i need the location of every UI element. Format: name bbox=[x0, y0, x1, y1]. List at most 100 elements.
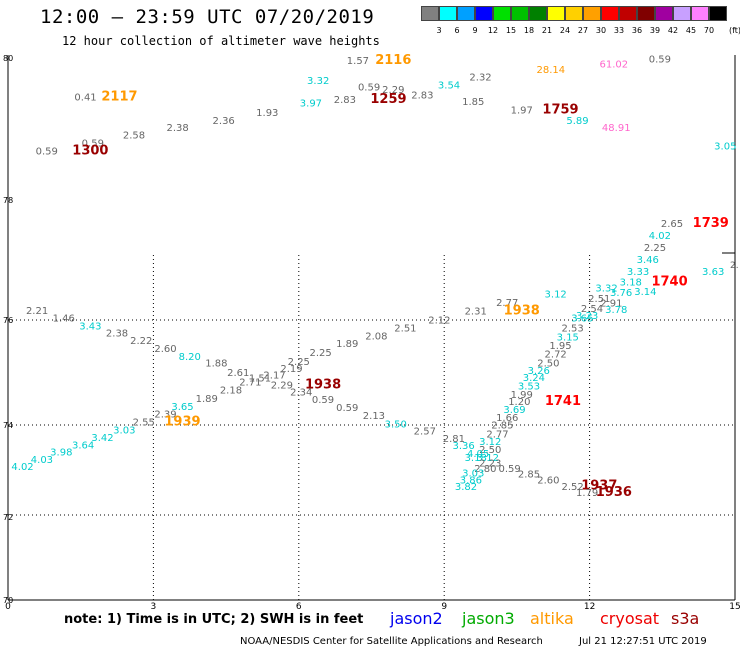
color-scale-label: 18 bbox=[523, 26, 535, 35]
wave-height-label: 3.32 bbox=[307, 76, 329, 87]
wave-height-label: 2.85 bbox=[491, 421, 513, 432]
wave-height-label: 3.15 bbox=[557, 332, 579, 343]
wave-height-label: 1938 bbox=[504, 304, 540, 319]
wave-height-label: 1759 bbox=[542, 103, 578, 118]
wave-height-label: 2.58 bbox=[123, 130, 145, 141]
legend-s3a: s3a bbox=[671, 609, 700, 628]
color-swatch bbox=[583, 6, 601, 21]
note-text: note: 1) Time is in UTC; 2) SWH is in fe… bbox=[64, 612, 364, 627]
color-swatch bbox=[601, 6, 619, 21]
wave-height-label: 1.51 bbox=[249, 374, 271, 385]
color-swatch bbox=[637, 6, 655, 21]
wave-height-label: 3.50 bbox=[385, 420, 407, 431]
wave-height-label: 1.20 bbox=[508, 397, 530, 408]
color-scale-label: 70 bbox=[703, 26, 715, 35]
wave-height-label: 2.65 bbox=[661, 219, 683, 230]
wave-height-label: 4.03 bbox=[31, 455, 53, 466]
wave-height-label: 3.18 bbox=[465, 453, 487, 464]
color-scale-unit: (ft) bbox=[728, 26, 740, 35]
wave-height-label: 3.42 bbox=[91, 433, 113, 444]
wave-height-label: 1741 bbox=[545, 394, 581, 409]
color-scale-label: 3 bbox=[436, 26, 442, 35]
wave-height-label: 2.19 bbox=[280, 364, 302, 375]
wave-height-label: 28.14 bbox=[537, 65, 566, 76]
color-swatch bbox=[475, 6, 493, 21]
color-scale-label: 15 bbox=[505, 26, 517, 35]
wave-height-label: 1740 bbox=[651, 275, 687, 290]
color-swatch bbox=[709, 6, 727, 21]
wave-height-label: 2.61 bbox=[227, 368, 249, 379]
wave-height-label: 1739 bbox=[693, 216, 729, 231]
wave-height-label: 1.89 bbox=[336, 339, 358, 350]
wave-height-label: 2.29 bbox=[382, 85, 404, 96]
wave-height-label: 2.29 bbox=[271, 380, 293, 391]
wave-height-label: 1259 bbox=[370, 92, 406, 107]
wave-height-label: 2.81 bbox=[443, 434, 465, 445]
color-swatch bbox=[493, 6, 511, 21]
edge-label: 2. bbox=[730, 261, 739, 271]
wave-height-label: 2.60 bbox=[537, 476, 559, 487]
wave-height-label: 0.59 bbox=[498, 464, 520, 475]
y-tick-label: 78 bbox=[3, 196, 13, 205]
wave-height-label: 3.33 bbox=[627, 267, 649, 278]
wave-height-label: 2.77 bbox=[496, 298, 518, 309]
wave-height-label: 3.86 bbox=[460, 476, 482, 487]
wave-height-label: 1.66 bbox=[496, 413, 518, 424]
wave-height-label: 3.82 bbox=[455, 482, 477, 493]
wave-height-label: 2.23 bbox=[479, 459, 501, 470]
wave-height-label: 3.54 bbox=[438, 81, 460, 92]
wave-height-label: 3.26 bbox=[528, 366, 550, 377]
x-tick-label: 15 bbox=[729, 602, 740, 612]
wave-height-label: 3.43 bbox=[79, 321, 101, 332]
wave-height-label: 4.02 bbox=[649, 231, 671, 242]
wave-height-label: 3.78 bbox=[605, 305, 627, 316]
wave-height-label: 2.25 bbox=[288, 357, 310, 368]
color-scale-label: 39 bbox=[649, 26, 661, 35]
wave-height-label: 2.85 bbox=[518, 470, 540, 481]
y-tick-label: 80 bbox=[3, 54, 13, 63]
wave-height-label: 2.12 bbox=[428, 316, 450, 327]
color-scale-label: 21 bbox=[541, 26, 553, 35]
color-swatch bbox=[511, 6, 529, 21]
wave-height-label: 2.83 bbox=[411, 91, 433, 102]
wave-height-label: 2.51 bbox=[394, 323, 416, 334]
legend-cryosat: cryosat bbox=[600, 609, 660, 628]
wave-height-label: 3.65 bbox=[571, 314, 593, 325]
wave-height-label: 3.98 bbox=[50, 448, 72, 459]
wave-height-label: 48.91 bbox=[602, 123, 631, 134]
wave-height-label: 2.22 bbox=[130, 336, 152, 347]
wave-height-label: 2.72 bbox=[545, 350, 567, 361]
wave-height-label: 2.21 bbox=[26, 306, 48, 317]
wave-height-label: 8.20 bbox=[179, 352, 201, 363]
wave-height-label: 1937 bbox=[581, 478, 617, 493]
wave-height-label: 0.41 bbox=[74, 92, 96, 103]
x-tick-label: 6 bbox=[296, 602, 302, 612]
wave-height-label: 1.89 bbox=[196, 394, 218, 405]
wave-height-label: 1939 bbox=[164, 415, 200, 430]
wave-height-label: 1300 bbox=[72, 144, 108, 159]
page-subtitle: 12 hour collection of altimeter wave hei… bbox=[62, 34, 380, 48]
wave-height-label: 1938 bbox=[305, 377, 341, 392]
wave-height-label: 2.13 bbox=[363, 411, 385, 422]
wave-height-label: 1.46 bbox=[53, 314, 75, 325]
color-scale-label: 24 bbox=[559, 26, 571, 35]
wave-height-label: 3.12 bbox=[477, 453, 499, 464]
x-tick-label: 0 bbox=[5, 602, 11, 612]
wave-height-label: 2.50 bbox=[537, 359, 559, 370]
wave-height-label: 3.14 bbox=[634, 287, 656, 298]
wave-height-label: 1.88 bbox=[205, 359, 227, 370]
wave-height-label: 1936 bbox=[596, 485, 632, 500]
wave-height-label: 0.59 bbox=[336, 403, 358, 414]
wave-height-label: 3.03 bbox=[462, 469, 484, 480]
wave-height-label: 4.02 bbox=[11, 462, 33, 473]
wave-height-label: 2.38 bbox=[167, 123, 189, 134]
wave-height-label: 3.76 bbox=[610, 288, 632, 299]
wave-height-label: 2.08 bbox=[365, 331, 387, 342]
wave-height-label: 3.64 bbox=[72, 440, 94, 451]
color-swatch bbox=[673, 6, 691, 21]
wave-height-label: 2.57 bbox=[414, 427, 436, 438]
wave-height-label: 1.79 bbox=[576, 488, 598, 499]
wave-height-label: 3.46 bbox=[637, 255, 659, 266]
wave-height-label: 1.85 bbox=[462, 97, 484, 108]
